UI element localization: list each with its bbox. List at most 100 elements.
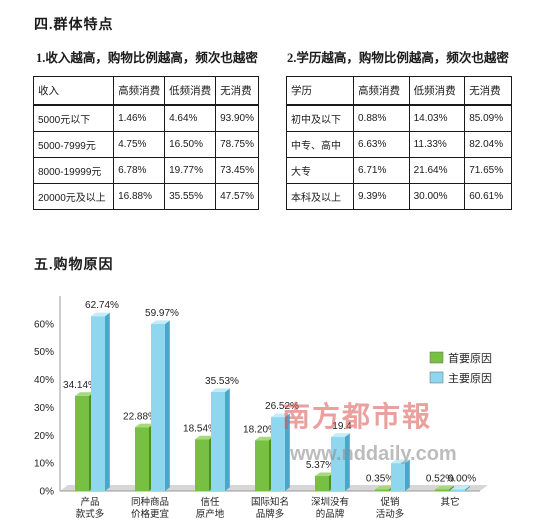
- category-label: 其它: [440, 496, 459, 508]
- bar-side: [285, 413, 290, 491]
- bar-top: [135, 423, 154, 428]
- y-tick-label: 30%: [34, 403, 54, 414]
- table-cell: 5000元以下: [32, 104, 115, 132]
- bar-top: [315, 472, 334, 477]
- category-label: 信任: [200, 496, 220, 508]
- bar-top: [271, 413, 290, 418]
- table-cell: 82.04%: [464, 131, 512, 158]
- table-cell: 14.03%: [408, 104, 466, 132]
- table-cell: 21.64%: [408, 157, 466, 184]
- data-label: 62.74%: [85, 300, 119, 311]
- y-tick-label: 60%: [34, 319, 54, 330]
- table-header-cell: 低频消费: [164, 76, 217, 106]
- data-label: 19.4: [332, 421, 352, 432]
- bar: [135, 427, 149, 491]
- legend-label: 主要原因: [448, 372, 492, 385]
- bar: [375, 489, 389, 491]
- bar-top: [91, 312, 110, 317]
- table-header-cell: 无消费: [215, 76, 259, 106]
- table-cell: 30.00%: [408, 183, 466, 210]
- bar-top: [195, 435, 214, 440]
- bar: [91, 316, 105, 491]
- table-row: 初中及以下 0.88% 14.03% 85.09%: [286, 104, 512, 132]
- data-label: 18.20%: [243, 424, 277, 435]
- bar: [195, 439, 209, 491]
- legend-label: 首要原因: [448, 351, 492, 365]
- bar: [391, 463, 405, 491]
- category-label: 促销: [380, 496, 400, 508]
- education-table-title: 2.学历越高，购物比例越高，频次也越密: [287, 51, 509, 65]
- bar: [255, 440, 269, 491]
- table-cell: 11.33%: [408, 131, 466, 158]
- data-label: 0.00%: [448, 474, 476, 485]
- table-cell: 20000元及以上: [32, 183, 115, 210]
- table-row: 大专 6.71% 21.64% 71.65%: [286, 157, 512, 184]
- table-cell: 4.64%: [164, 104, 217, 132]
- table-header-row: 收入 高频消费 低频消费 无消费: [32, 76, 259, 106]
- bar-side: [465, 485, 470, 491]
- table-cell: 本科及以上: [286, 183, 354, 210]
- table-cell: 16.88%: [113, 183, 166, 210]
- table-cell: 35.55%: [164, 183, 217, 210]
- table-cell: 73.45%: [215, 157, 259, 184]
- bar-side: [105, 312, 110, 491]
- data-label: 22.88%: [123, 411, 157, 422]
- category-label: 国际知名: [251, 496, 289, 508]
- category-label: 活动多: [376, 508, 405, 520]
- bar-side: [165, 320, 170, 491]
- bar-top: [75, 392, 94, 396]
- table-cell: 0.88%: [353, 104, 410, 132]
- table-header-cell: 高频消费: [113, 76, 166, 106]
- bar-top: [151, 320, 170, 324]
- bar-top: [435, 485, 454, 490]
- table-cell: 6.78%: [113, 157, 166, 184]
- category-label: 价格更宜: [131, 508, 169, 520]
- table-cell: 16.50%: [164, 131, 217, 158]
- category-label: 的品牌: [316, 508, 345, 520]
- table-row: 5000元以下 1.46% 4.64% 93.90%: [32, 104, 259, 132]
- y-tick-label: 0%: [40, 487, 55, 498]
- section5-title: 五.购物原因: [34, 258, 114, 273]
- bar: [75, 395, 89, 491]
- table-cell: 60.61%: [464, 183, 512, 210]
- bar-top: [451, 485, 470, 490]
- data-label: 59.97%: [145, 308, 179, 319]
- bar-side: [225, 388, 230, 491]
- bar: [451, 489, 465, 491]
- table-cell: 5000-7999元: [32, 131, 115, 158]
- table-cell: 9.39%: [353, 183, 410, 210]
- table-cell: 4.75%: [113, 131, 166, 158]
- table-cell: 中专、高中: [286, 131, 354, 158]
- category-label: 款式多: [76, 508, 105, 520]
- table-cell: 大专: [286, 157, 354, 184]
- table-cell: 8000-19999元: [32, 157, 115, 184]
- bar-top: [375, 485, 394, 490]
- watermark-logo: 南方都市報: [282, 400, 432, 433]
- table-header-cell: 高频消费: [353, 76, 410, 106]
- table-cell: 19.77%: [164, 157, 217, 184]
- category-label: 同种商品: [131, 496, 169, 508]
- table-cell: 78.75%: [215, 131, 259, 158]
- income-table-title: 1.收入越高，购物比例越高，频次也越密: [36, 51, 258, 65]
- bar-top: [331, 433, 350, 437]
- data-label: 18.54%: [183, 423, 217, 434]
- bar: [151, 323, 165, 491]
- education-table: 学历 高频消费 低频消费 无消费 初中及以下 0.88% 14.03% 85.0…: [286, 76, 512, 210]
- table-header-cell: 低频消费: [408, 76, 466, 106]
- table-cell: 47.57%: [215, 183, 259, 210]
- table-header-cell: 学历: [286, 76, 354, 106]
- bar-side: [345, 433, 350, 491]
- table-cell: 6.63%: [353, 131, 410, 158]
- table-cell: 6.71%: [353, 157, 410, 184]
- table-cell: 85.09%: [464, 104, 512, 132]
- data-label: 35.53%: [205, 376, 239, 387]
- bar: [435, 489, 449, 491]
- legend-swatch: [429, 371, 444, 384]
- table-cell: 1.46%: [113, 104, 166, 132]
- data-label: 0.52%: [426, 474, 454, 485]
- bar-top: [255, 436, 274, 441]
- income-table: 收入 高频消费 低频消费 无消费 5000元以下 1.46% 4.64% 93.…: [32, 76, 259, 210]
- bar-top: [211, 388, 230, 393]
